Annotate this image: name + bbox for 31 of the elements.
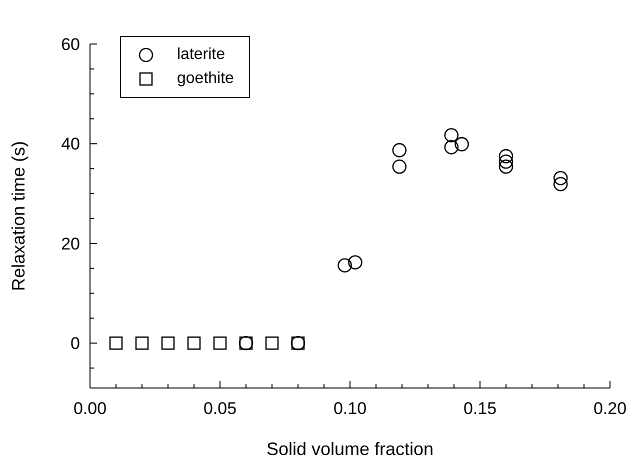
point (444, 140, 459, 154)
legend-label: goethite (177, 69, 234, 89)
x-tick-label: 0.20 (593, 399, 627, 418)
point (498, 149, 514, 164)
x-tick-label: 0.00 (73, 399, 107, 418)
point (553, 176, 568, 192)
point (265, 336, 279, 350)
point (338, 258, 352, 273)
point (553, 170, 568, 186)
point (213, 336, 227, 350)
point (161, 336, 175, 350)
x-tick-label: 0.15 (463, 399, 497, 418)
y-tick-label: 40 (61, 134, 80, 154)
y-tick-label: 0 (70, 334, 80, 354)
point (454, 137, 469, 152)
y-tick-label: 60 (61, 35, 80, 54)
point (392, 159, 407, 174)
point (109, 336, 123, 350)
x-tick-label: 0.05 (203, 399, 237, 418)
point (498, 154, 514, 169)
y-tick-label: 20 (61, 234, 80, 254)
x-tick-label: 0.10 (333, 399, 367, 418)
y-axis-title: Relaxation time (s) (8, 140, 28, 292)
point (444, 128, 459, 142)
point (392, 143, 407, 158)
point (135, 336, 149, 350)
x-axis-title: Solid volume fraction (266, 438, 434, 459)
point (348, 255, 362, 270)
point (498, 159, 514, 174)
point (187, 336, 201, 350)
legend-label: laterite (177, 45, 226, 65)
